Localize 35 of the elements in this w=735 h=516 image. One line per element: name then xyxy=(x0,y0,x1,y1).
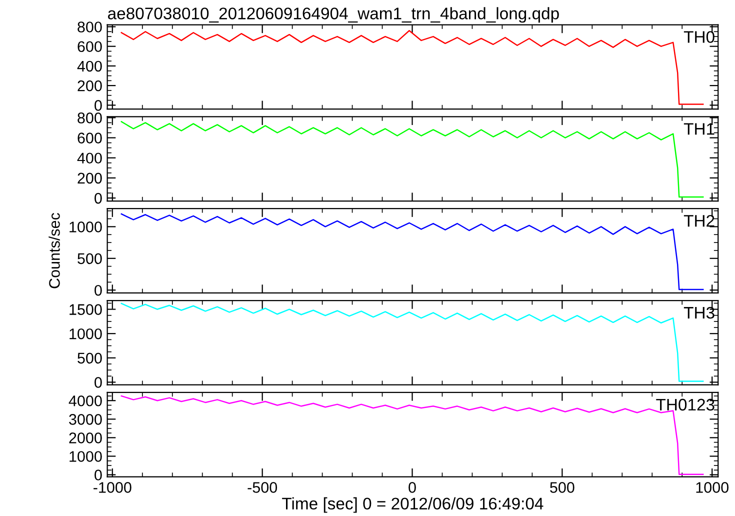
y-tick-label: 0 xyxy=(94,192,102,204)
series-label: TH0 xyxy=(684,31,714,43)
y-tick-label: 800 xyxy=(78,22,102,32)
series-label: TH3 xyxy=(684,306,714,319)
y-tick-label: 800 xyxy=(78,112,102,124)
y-tick-label: 0 xyxy=(94,470,102,480)
x-tick-label: -1000 xyxy=(94,482,132,493)
y-tick-label: 0 xyxy=(94,377,102,388)
series-label: TH0123 xyxy=(656,398,714,411)
y-tick-label: 600 xyxy=(78,41,102,52)
y-tick-label: 4000 xyxy=(68,395,102,406)
x-tick-label: 1000 xyxy=(696,482,728,493)
y-tick-label: 600 xyxy=(78,132,102,144)
y-tick-label: 200 xyxy=(78,172,102,184)
y-tick-label: 1500 xyxy=(70,304,102,315)
y-tick-label: 1000 xyxy=(70,451,102,462)
y-tick-label: 400 xyxy=(77,60,102,72)
y-tick-label: 0 xyxy=(94,100,102,111)
series-label: TH2 xyxy=(684,214,714,227)
x-tick-label: -500 xyxy=(248,482,278,493)
y-tick-label: 500 xyxy=(78,352,102,364)
y-tick-label: 200 xyxy=(78,80,102,92)
y-tick-label: 400 xyxy=(77,152,102,164)
series-label: TH1 xyxy=(684,123,714,135)
y-tick-label: 1000 xyxy=(70,328,102,340)
y-tick-label: 500 xyxy=(78,253,102,264)
y-tick-label: 1000 xyxy=(70,222,102,232)
x-tick-label: 500 xyxy=(550,482,574,493)
chart-title: ae807038010_20120609164904_wam1_trn_4band_long.qdp xyxy=(108,7,559,23)
x-tick-label: 0 xyxy=(408,482,416,493)
y-axis-title: Counts/sec xyxy=(48,212,60,288)
y-tick-label: 2000 xyxy=(69,432,102,444)
x-axis-title: Time [sec] 0 = 2012/06/09 16:49:04 xyxy=(282,497,544,513)
y-tick-label: 3000 xyxy=(69,414,102,425)
y-tick-label: 0 xyxy=(94,284,102,296)
